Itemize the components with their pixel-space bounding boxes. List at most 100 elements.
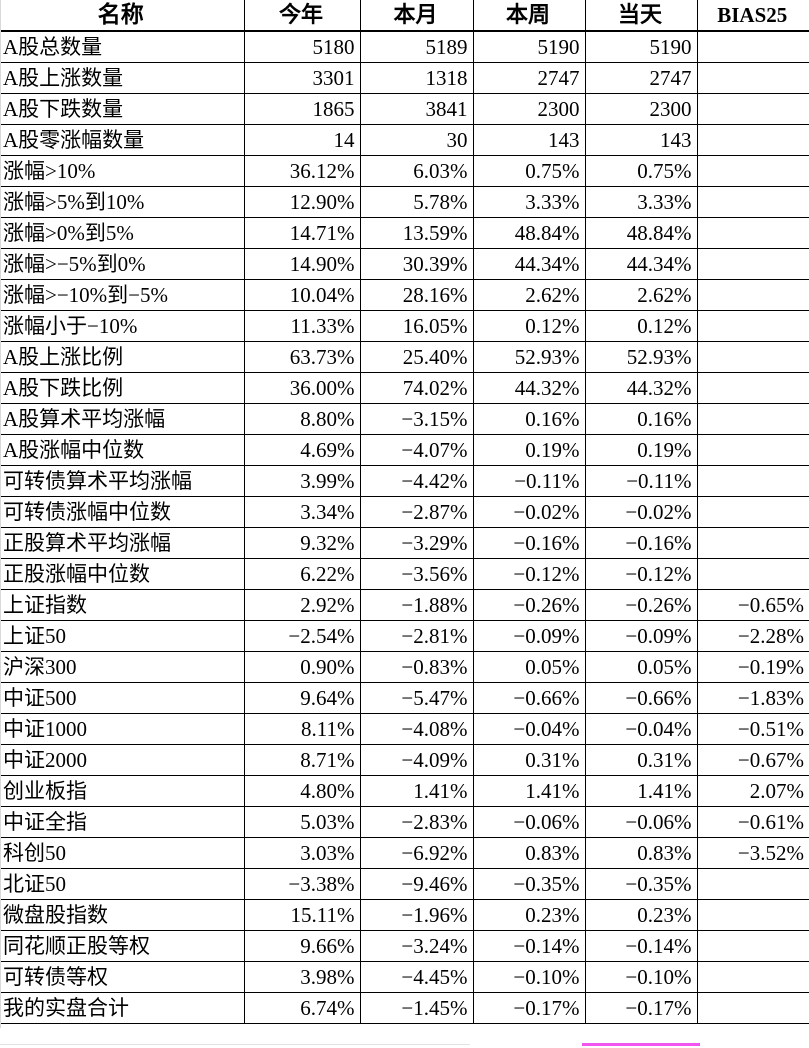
cell-name[interactable]: 中证1000 [0,713,245,745]
cell-name[interactable]: 中证全指 [0,806,245,838]
cell-day[interactable]: 44.34% [585,248,698,280]
cell-bias25[interactable] [697,434,809,466]
cell-week[interactable]: 44.32% [473,372,586,404]
cell-week[interactable]: 0.23% [473,899,586,931]
cell-name[interactable]: 涨幅>10% [0,155,245,187]
cell-bias25[interactable] [697,124,809,156]
cell-year[interactable]: 9.64% [244,682,361,714]
table-row[interactable]: 涨幅小于−10% 11.33% 16.05% 0.12% 0.12% [0,310,809,342]
cell-week[interactable]: 1.41% [473,775,586,807]
table-row[interactable]: 沪深300 0.90% −0.83% 0.05% 0.05% −0.19% [0,651,809,683]
cell-week[interactable]: 52.93% [473,341,586,373]
cell-day[interactable]: 52.93% [585,341,698,373]
cell-year[interactable]: 4.80% [244,775,361,807]
cell-month[interactable]: 30.39% [360,248,474,280]
cell-day[interactable]: −0.06% [585,806,698,838]
cell-bias25[interactable] [697,465,809,497]
table-row[interactable]: A股涨幅中位数 4.69% −4.07% 0.19% 0.19% [0,434,809,466]
cell-year[interactable]: 36.00% [244,372,361,404]
cell-day[interactable]: 0.05% [585,651,698,683]
cell-year[interactable]: 6.74% [244,992,361,1024]
table-row[interactable]: 涨幅>5%到10% 12.90% 5.78% 3.33% 3.33% [0,186,809,218]
cell-day[interactable]: −0.16% [585,527,698,559]
cell-year[interactable]: 14.90% [244,248,361,280]
column-header-day[interactable]: 当天 [585,0,698,32]
cell-week[interactable]: 0.05% [473,651,586,683]
cell-year[interactable]: 3301 [244,62,361,94]
cell-name[interactable]: 上证指数 [0,589,245,621]
cell-name[interactable]: 科创50 [0,837,245,869]
cell-week[interactable]: −0.09% [473,620,586,652]
cell-month[interactable]: 1318 [360,62,474,94]
cell-month[interactable]: 5189 [360,31,474,63]
cell-name[interactable]: 可转债涨幅中位数 [0,496,245,528]
cell-week[interactable]: −0.17% [473,992,586,1024]
cell-week[interactable]: 143 [473,124,586,156]
cell-day[interactable]: −0.12% [585,558,698,590]
cell-bias25[interactable] [697,186,809,218]
cell-month[interactable]: −1.96% [360,899,474,931]
cell-day[interactable]: −0.11% [585,465,698,497]
cell-day[interactable]: 5190 [585,31,698,63]
cell-name[interactable]: A股上涨比例 [0,341,245,373]
cell-name[interactable]: 涨幅>0%到5% [0,217,245,249]
cell-bias25[interactable] [697,155,809,187]
table-row[interactable]: 上证指数 2.92% −1.88% −0.26% −0.26% −0.65% [0,589,809,621]
cell-name[interactable]: 涨幅>−5%到0% [0,248,245,280]
cell-year[interactable]: 63.73% [244,341,361,373]
cell-day[interactable]: 0.12% [585,310,698,342]
cell-month[interactable]: 13.59% [360,217,474,249]
cell-bias25[interactable] [697,992,809,1024]
table-row[interactable]: 上证50 −2.54% −2.81% −0.09% −0.09% −2.28% [0,620,809,652]
cell-bias25[interactable] [697,279,809,311]
cell-year[interactable]: 6.22% [244,558,361,590]
table-row[interactable]: 正股涨幅中位数 6.22% −3.56% −0.12% −0.12% [0,558,809,590]
cell-day[interactable]: 0.16% [585,403,698,435]
cell-day[interactable]: −0.26% [585,589,698,621]
cell-name[interactable]: 中证2000 [0,744,245,776]
cell-bias25[interactable]: −0.65% [697,589,809,621]
cell-week[interactable]: 3.33% [473,186,586,218]
cell-week[interactable]: −0.12% [473,558,586,590]
cell-week[interactable]: 2300 [473,93,586,125]
cell-year[interactable]: 15.11% [244,899,361,931]
cell-month[interactable]: 3841 [360,93,474,125]
cell-year[interactable]: −3.38% [244,868,361,900]
cell-week[interactable]: 2.62% [473,279,586,311]
table-row[interactable]: 正股算术平均涨幅 9.32% −3.29% −0.16% −0.16% [0,527,809,559]
table-row[interactable]: 涨幅>10% 36.12% 6.03% 0.75% 0.75% [0,155,809,187]
cell-week[interactable]: −0.26% [473,589,586,621]
table-row[interactable]: 中证全指 5.03% −2.83% −0.06% −0.06% −0.61% [0,806,809,838]
cell-month[interactable]: −4.09% [360,744,474,776]
cell-bias25[interactable] [697,62,809,94]
cell-year[interactable]: 5180 [244,31,361,63]
cell-day[interactable]: 3.33% [585,186,698,218]
cell-month[interactable]: −4.45% [360,961,474,993]
cell-week[interactable]: 44.34% [473,248,586,280]
cell-year[interactable]: 3.99% [244,465,361,497]
table-row[interactable]: A股上涨比例 63.73% 25.40% 52.93% 52.93% [0,341,809,373]
cell-name[interactable]: 涨幅小于−10% [0,310,245,342]
table-row[interactable]: 创业板指 4.80% 1.41% 1.41% 1.41% 2.07% [0,775,809,807]
cell-month[interactable]: 28.16% [360,279,474,311]
cell-name[interactable]: 正股算术平均涨幅 [0,527,245,559]
cell-month[interactable]: 30 [360,124,474,156]
table-row[interactable]: 可转债等权 3.98% −4.45% −0.10% −0.10% [0,961,809,993]
cell-day[interactable]: 143 [585,124,698,156]
cell-month[interactable]: −3.24% [360,930,474,962]
cell-bias25[interactable]: −1.83% [697,682,809,714]
cell-year[interactable]: 14.71% [244,217,361,249]
cell-name[interactable]: A股下跌数量 [0,93,245,125]
cell-week[interactable]: −0.10% [473,961,586,993]
cell-year[interactable]: −2.54% [244,620,361,652]
cell-day[interactable]: −0.09% [585,620,698,652]
cell-name[interactable]: 我的实盘合计 [0,992,245,1024]
cell-year[interactable]: 10.04% [244,279,361,311]
cell-year[interactable]: 3.98% [244,961,361,993]
column-header-bias25[interactable]: BIAS25 [697,0,809,32]
cell-week[interactable]: −0.04% [473,713,586,745]
cell-name[interactable]: A股总数量 [0,31,245,63]
cell-year[interactable]: 36.12% [244,155,361,187]
cell-month[interactable]: 5.78% [360,186,474,218]
cell-day[interactable]: 2747 [585,62,698,94]
